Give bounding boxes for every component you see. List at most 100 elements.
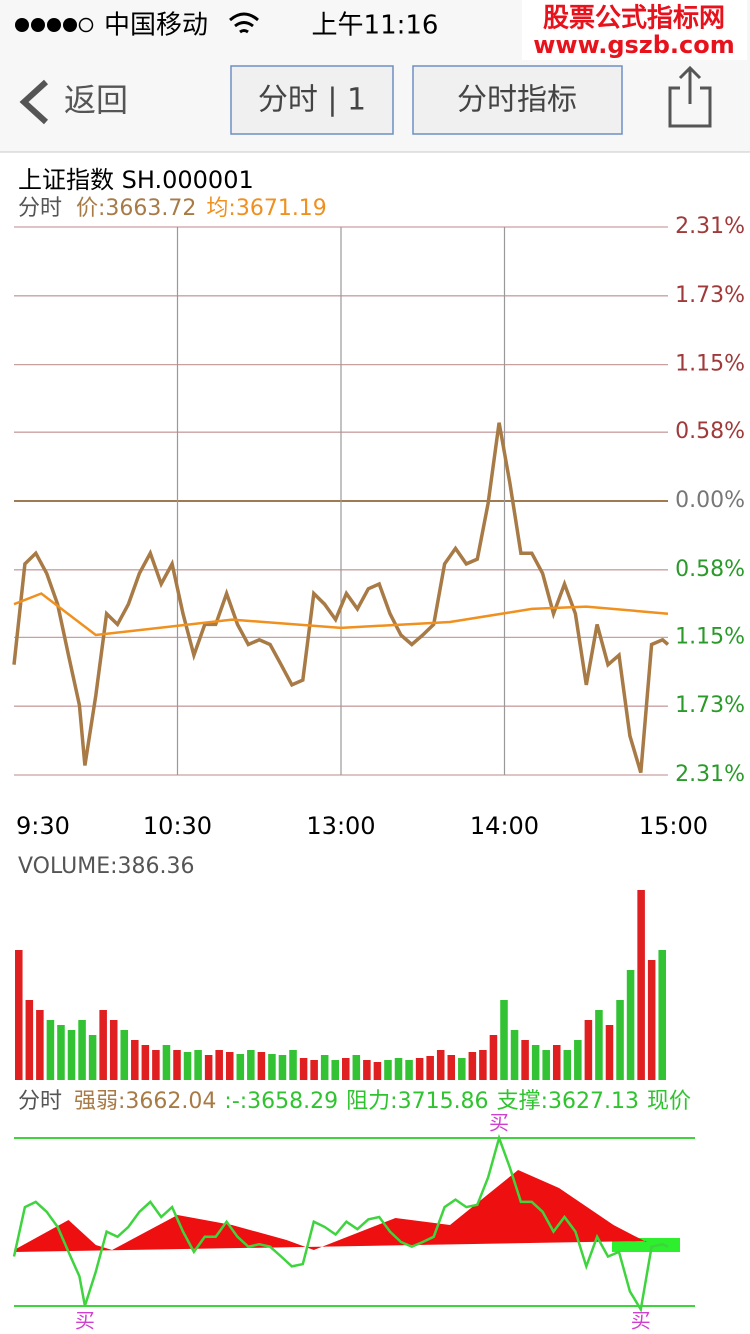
y-tick-label: 1.73% bbox=[675, 693, 745, 718]
volume-bar bbox=[320, 1055, 329, 1080]
indicator-legend: 支撑:3627.13 bbox=[497, 1089, 639, 1114]
volume-bar bbox=[552, 1045, 561, 1080]
volume-bar bbox=[458, 1058, 466, 1080]
volume-bar bbox=[289, 1050, 297, 1080]
volume-bar bbox=[394, 1058, 403, 1080]
signal-label: 买 bbox=[631, 1309, 651, 1333]
volume-bar bbox=[447, 1055, 456, 1080]
volume-bar bbox=[616, 1000, 624, 1080]
volume-bar bbox=[247, 1050, 255, 1080]
share-icon[interactable] bbox=[668, 65, 712, 128]
volume-bar bbox=[310, 1060, 318, 1080]
legend-part: 3715.86 bbox=[398, 1089, 489, 1114]
x-tick-label: 14:00 bbox=[470, 812, 539, 840]
tab-label[interactable]: 分时指标 bbox=[457, 83, 577, 118]
legend-part: 阻力: bbox=[346, 1089, 397, 1114]
back-button[interactable]: 返回 bbox=[64, 81, 128, 119]
x-tick-label: 9:30 bbox=[16, 812, 70, 840]
legend-value: 3663.72 bbox=[105, 196, 196, 221]
volume-label: VOLUME:386.36 bbox=[18, 854, 195, 879]
volume-bar bbox=[162, 1045, 171, 1080]
legend-value: 3671.19 bbox=[236, 196, 327, 221]
volume-bar bbox=[405, 1060, 413, 1080]
volume-bar bbox=[563, 1050, 572, 1080]
volume-bar bbox=[152, 1050, 160, 1080]
price-line bbox=[12, 422, 670, 774]
volume-bar bbox=[78, 1020, 86, 1080]
volume-bar bbox=[15, 950, 23, 1080]
tab-label[interactable]: 分时 | 1 bbox=[258, 83, 366, 118]
volume-bar bbox=[521, 1040, 529, 1080]
volume-bar bbox=[268, 1054, 276, 1080]
volume-bar bbox=[278, 1055, 287, 1080]
volume-bar bbox=[605, 1025, 614, 1080]
y-tick-label: 0.58% bbox=[675, 557, 745, 582]
volume-bar bbox=[468, 1052, 477, 1080]
x-tick-label: 10:30 bbox=[143, 812, 212, 840]
legend-name: 均: bbox=[206, 196, 235, 221]
volume-bar bbox=[426, 1056, 434, 1080]
volume-bar bbox=[542, 1050, 550, 1080]
volume-bar bbox=[574, 1040, 582, 1080]
carrier: 中国移动 bbox=[104, 11, 208, 41]
indicator-legend: 阻力:3715.86 bbox=[346, 1089, 488, 1114]
volume-bar bbox=[384, 1060, 392, 1080]
signal-dots bbox=[15, 17, 94, 33]
volume-bar bbox=[88, 1035, 97, 1080]
volume-bar bbox=[141, 1045, 150, 1080]
legend-part: 支撑: bbox=[497, 1089, 548, 1114]
volume-bar bbox=[99, 1010, 107, 1080]
volume-bar bbox=[131, 1040, 139, 1080]
indicator-block bbox=[612, 1238, 680, 1252]
signal-label: 买 bbox=[489, 1111, 509, 1135]
volume-bar bbox=[658, 950, 666, 1080]
volume-bar bbox=[647, 960, 656, 1080]
volume-bar bbox=[500, 1000, 508, 1080]
wifi-icon bbox=[229, 12, 259, 34]
volume-bar bbox=[109, 1020, 118, 1080]
volume-bar bbox=[373, 1062, 382, 1080]
volume-bar bbox=[173, 1050, 181, 1080]
legend-part: :3658.29 bbox=[240, 1089, 338, 1114]
y-tick-label: 1.15% bbox=[675, 624, 745, 649]
legend-part: 强弱: bbox=[74, 1089, 125, 1114]
volume-bar bbox=[299, 1058, 308, 1080]
legend-item: 价:3663.72 bbox=[76, 196, 196, 221]
volume-bar bbox=[183, 1052, 192, 1080]
volume-bar bbox=[637, 890, 645, 1080]
volume-bar bbox=[479, 1050, 487, 1080]
watermark-bg bbox=[522, 0, 747, 60]
volume-bar bbox=[363, 1060, 371, 1080]
volume-bar bbox=[236, 1054, 245, 1080]
watermark: 股票公式指标网 bbox=[543, 4, 725, 34]
signal-label: 买 bbox=[75, 1309, 95, 1333]
back-icon[interactable] bbox=[19, 79, 49, 125]
tab-button[interactable] bbox=[412, 65, 623, 135]
volume-bar bbox=[46, 1020, 55, 1080]
volume-bar bbox=[25, 1000, 34, 1080]
volume-bar bbox=[215, 1050, 223, 1080]
y-tick-label: 2.31% bbox=[675, 214, 745, 239]
volume-bar bbox=[225, 1052, 234, 1080]
volume-bar bbox=[57, 1025, 65, 1080]
y-tick-label: 0.58% bbox=[675, 419, 745, 444]
legend-part: 3662.04 bbox=[125, 1089, 216, 1114]
watermark: www.gszb.com bbox=[533, 31, 735, 59]
volume-bar bbox=[352, 1055, 361, 1080]
y-tick-label: 1.73% bbox=[675, 283, 745, 308]
volume-bar bbox=[595, 1010, 603, 1080]
y-tick-label: 2.31% bbox=[675, 762, 745, 787]
tab-button[interactable] bbox=[230, 65, 394, 135]
x-tick-label: 15:00 bbox=[639, 812, 708, 840]
volume-bar bbox=[204, 1055, 213, 1080]
volume-bar bbox=[626, 970, 635, 1080]
legend-part: 3627.13 bbox=[548, 1089, 639, 1114]
volume-bar bbox=[331, 1060, 339, 1080]
legend-name: 价: bbox=[76, 196, 105, 221]
volume-bar bbox=[531, 1045, 540, 1080]
clock: 上午11:16 bbox=[312, 11, 439, 41]
volume-bar bbox=[257, 1052, 266, 1080]
y-tick-label: 1.15% bbox=[675, 352, 745, 377]
